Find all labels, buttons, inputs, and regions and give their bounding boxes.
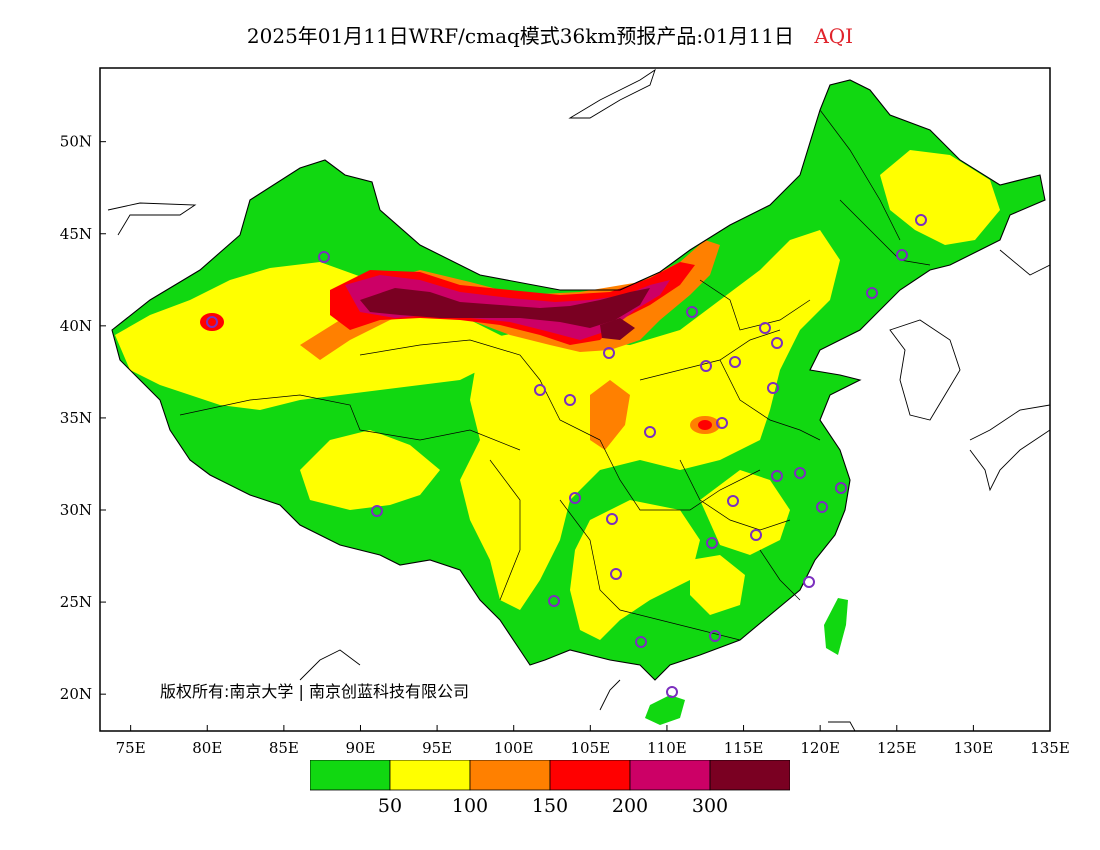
station-marker bbox=[771, 337, 783, 349]
island-taiwan bbox=[824, 598, 848, 655]
lat-tick-label: 20N bbox=[60, 685, 92, 703]
lat-tick-label: 40N bbox=[60, 317, 92, 335]
region-yellow-central bbox=[460, 230, 840, 610]
station-markers bbox=[206, 214, 927, 698]
legend-swatch bbox=[709, 760, 790, 791]
title-variable: AQI bbox=[814, 24, 854, 48]
station-marker bbox=[206, 316, 218, 328]
station-marker bbox=[803, 576, 815, 588]
lon-tick-label: 125E bbox=[877, 739, 917, 757]
region-yellow-northeast bbox=[880, 150, 1000, 245]
lon-tick-label: 105E bbox=[571, 739, 611, 757]
station-marker bbox=[835, 482, 847, 494]
station-marker bbox=[548, 595, 560, 607]
region-yellow-east bbox=[700, 470, 790, 555]
station-marker bbox=[794, 467, 806, 479]
title-main: 2025年01月11日WRF/cmaq模式36km预报产品:01月11日 bbox=[246, 24, 794, 48]
legend-label: 150 bbox=[532, 795, 568, 817]
lon-tick-label: 95E bbox=[422, 739, 452, 757]
station-marker bbox=[767, 382, 779, 394]
legend-label: 100 bbox=[452, 795, 488, 817]
station-marker bbox=[318, 251, 330, 263]
region-orange-center bbox=[590, 380, 630, 450]
lon-tick-label: 75E bbox=[116, 739, 146, 757]
lat-tick-label: 50N bbox=[60, 133, 92, 151]
region-red-xinjiang bbox=[200, 313, 224, 331]
legend-labels: 50 100 150 200 300 bbox=[378, 795, 728, 817]
lon-tick-label: 130E bbox=[954, 739, 994, 757]
map-content: 版权所有:南京大学 | 南京创蓝科技有限公司 bbox=[107, 68, 1050, 731]
lon-tick-label: 100E bbox=[494, 739, 534, 757]
region-hazardous-north bbox=[360, 288, 650, 328]
lon-tick-label: 115E bbox=[724, 739, 764, 757]
station-marker bbox=[706, 537, 718, 549]
lat-tick-label: 30N bbox=[60, 501, 92, 519]
station-marker bbox=[564, 394, 576, 406]
lat-tick-label: 45N bbox=[60, 225, 92, 243]
legend-swatch bbox=[549, 760, 631, 791]
station-marker bbox=[371, 505, 383, 517]
station-marker bbox=[915, 214, 927, 226]
region-yellow-tibet bbox=[300, 430, 440, 510]
station-marker bbox=[709, 630, 721, 642]
region-red-hunan bbox=[698, 420, 712, 430]
station-marker bbox=[771, 470, 783, 482]
legend-swatch bbox=[389, 760, 471, 791]
station-marker bbox=[569, 492, 581, 504]
color-legend: 50 100 150 200 300 bbox=[310, 760, 790, 817]
station-marker bbox=[716, 417, 728, 429]
station-marker bbox=[750, 529, 762, 541]
lon-tick-label: 120E bbox=[800, 739, 840, 757]
legend-swatch bbox=[629, 760, 711, 791]
station-marker bbox=[666, 686, 678, 698]
station-marker bbox=[729, 356, 741, 368]
legend-swatch bbox=[469, 760, 551, 791]
lon-tick-label: 135E bbox=[1030, 739, 1070, 757]
region-yellow-south2 bbox=[690, 555, 745, 615]
station-marker bbox=[700, 360, 712, 372]
station-marker bbox=[606, 513, 618, 525]
legend-swatch bbox=[310, 760, 391, 791]
station-marker bbox=[816, 501, 828, 513]
lon-tick-label: 90E bbox=[345, 739, 375, 757]
station-marker bbox=[610, 568, 622, 580]
station-marker bbox=[635, 636, 647, 648]
lat-tick-label: 25N bbox=[60, 593, 92, 611]
lon-tick-label: 85E bbox=[269, 739, 299, 757]
copyright-text: 版权所有:南京大学 | 南京创蓝科技有限公司 bbox=[160, 682, 469, 701]
station-marker bbox=[866, 287, 878, 299]
station-marker bbox=[896, 249, 908, 261]
station-marker bbox=[603, 347, 615, 359]
station-marker bbox=[727, 495, 739, 507]
region-yellow-south bbox=[570, 500, 700, 640]
legend-label: 300 bbox=[692, 795, 728, 817]
legend-label: 50 bbox=[378, 795, 402, 817]
map-title: 2025年01月11日WRF/cmaq模式36km预报产品:01月11日 AQI bbox=[0, 20, 1100, 49]
station-marker bbox=[759, 322, 771, 334]
station-marker bbox=[534, 384, 546, 396]
island-hainan bbox=[645, 695, 685, 725]
province-borders bbox=[179, 109, 931, 641]
station-marker bbox=[686, 306, 698, 318]
lon-tick-label: 80E bbox=[192, 739, 222, 757]
region-hazardous-center bbox=[600, 318, 635, 340]
country-outline bbox=[111, 79, 1046, 681]
legend-label: 200 bbox=[612, 795, 648, 817]
map-frame bbox=[99, 67, 1051, 732]
station-marker bbox=[644, 426, 656, 438]
axis-ticks: 75E 80E 85E 90E 95E 100E 105E 110E 115E 120E 125E 1… bbox=[60, 133, 1070, 757]
legend-boxes bbox=[310, 760, 790, 791]
neighbour-coastlines bbox=[107, 68, 1050, 731]
lon-tick-label: 110E bbox=[647, 739, 687, 757]
lat-tick-label: 35N bbox=[60, 409, 92, 427]
